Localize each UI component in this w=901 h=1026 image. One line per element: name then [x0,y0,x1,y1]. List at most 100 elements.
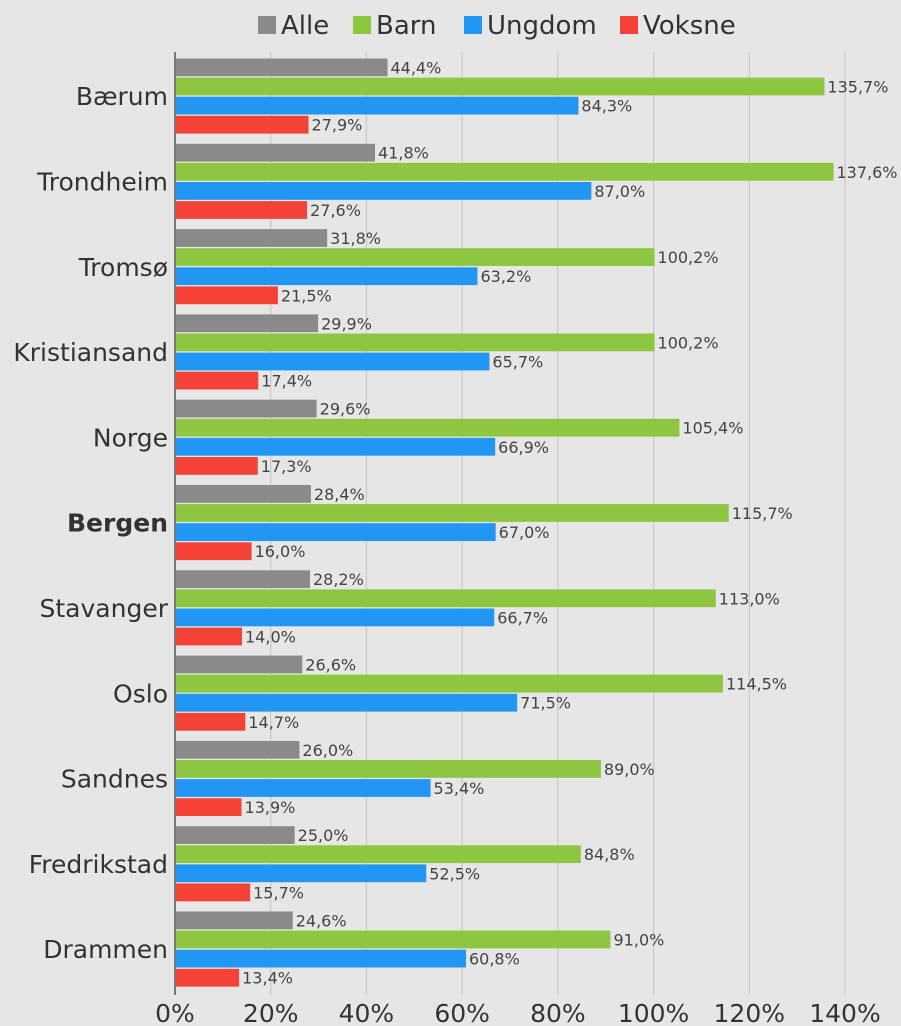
bar-alle-5 [176,485,311,503]
bar-ungdom-5 [176,523,496,541]
bar-voksne-2 [176,286,278,305]
bar-alle-7 [176,655,303,674]
value-label-barn-10: 91,0% [614,931,665,950]
bar-voksne-3 [176,371,259,390]
value-label-ungdom-8: 53,4% [434,779,485,798]
value-label-alle-7: 26,6% [305,656,356,675]
value-label-ungdom-5: 67,0% [499,523,550,542]
x-tick-label-20: 20% [243,999,299,1026]
x-tick-label-140: 140% [809,999,880,1026]
bar-alle-1 [176,143,376,162]
value-label-barn-6: 113,0% [719,589,780,608]
bar-barn-6 [176,589,716,608]
bar-barn-0 [176,77,825,96]
bar-ungdom-2 [176,267,478,286]
bar-ungdom-4 [176,437,496,456]
bar-alle-0 [176,58,388,77]
legend-label-ungdom: Ungdom [487,11,597,41]
value-label-ungdom-6: 66,7% [497,608,548,627]
bar-ungdom-0 [176,96,579,115]
bar-barn-9 [176,845,581,864]
bar-alle-2 [176,229,328,247]
value-label-alle-4: 29,6% [320,400,371,419]
bar-barn-2 [176,248,655,266]
legend: Alle Barn Ungdom Voksne [258,11,736,41]
value-label-alle-10: 24,6% [296,911,347,930]
value-label-voksne-10: 13,4% [242,969,293,988]
bar-ungdom-7 [176,693,518,712]
legend-swatch-voksne [620,16,638,34]
bar-ungdom-1 [176,182,592,200]
bar-voksne-10 [176,968,240,987]
bar-barn-1 [176,162,834,181]
value-label-barn-5: 115,7% [732,504,793,523]
value-label-voksne-8: 13,9% [245,798,296,817]
legend-swatch-barn [353,16,371,34]
bar-ungdom-8 [176,779,431,797]
value-label-voksne-1: 27,6% [310,201,361,220]
value-label-ungdom-7: 71,5% [520,694,571,713]
value-label-alle-9: 25,0% [298,826,349,845]
bar-alle-10 [176,911,293,930]
bar-barn-7 [176,674,723,693]
legend-label-barn: Barn [376,11,436,41]
bar-barn-8 [176,760,601,778]
x-tick-label-80: 80% [530,999,586,1026]
value-label-barn-7: 114,5% [726,675,787,694]
bar-alle-4 [176,399,317,418]
bar-voksne-8 [176,798,242,816]
value-label-barn-1: 137,6% [837,163,898,182]
bar-ungdom-6 [176,608,495,627]
value-label-barn-9: 84,8% [584,845,635,864]
x-tick-label-40: 40% [339,999,395,1026]
value-label-barn-2: 100,2% [658,248,719,267]
legend-swatch-ungdom [464,16,482,34]
value-label-voksne-4: 17,3% [261,457,312,476]
category-label-3: Kristiansand [13,338,168,367]
bar-voksne-9 [176,883,251,902]
category-labels: Bærum Trondheim Tromsø Kristiansand Norge Ber… [13,82,168,964]
value-label-barn-0: 135,7% [827,78,888,97]
bar-voksne-6 [176,627,242,646]
value-label-voksne-9: 15,7% [253,883,304,902]
legend-label-alle: Alle [281,11,329,41]
value-label-alle-5: 28,4% [314,485,365,504]
legend-label-voksne: Voksne [643,11,736,41]
value-label-voksne-5: 16,0% [255,542,306,561]
value-label-alle-3: 29,9% [321,314,372,333]
bar-alle-3 [176,314,319,333]
bar-voksne-5 [176,542,252,561]
category-label-10: Drammen [43,935,168,964]
value-label-alle-1: 41,8% [378,144,429,163]
category-label-4: Norge [93,423,168,452]
bar-voksne-4 [176,457,258,475]
category-label-5: Bergen [67,509,168,538]
bar-alle-9 [176,826,295,844]
x-tick-label-120: 120% [714,999,785,1026]
category-label-8: Sandnes [61,765,168,794]
legend-swatch-alle [258,16,276,34]
value-label-barn-3: 100,2% [658,333,719,352]
bar-barn-4 [176,418,680,437]
category-label-1: Trondheim [36,168,168,197]
category-label-9: Fredrikstad [29,850,168,879]
category-label-0: Bærum [76,82,168,111]
x-axis-ticks: 0% 20% 40% 60% 80% 100% 120% 140% [155,999,881,1026]
value-label-voksne-6: 14,0% [245,628,296,647]
x-tick-label-100: 100% [618,999,689,1026]
bar-ungdom-9 [176,864,427,883]
x-tick-label-0: 0% [155,999,195,1026]
bar-barn-5 [176,504,729,522]
category-label-7: Oslo [113,679,168,708]
value-label-ungdom-9: 52,5% [429,864,480,883]
value-label-ungdom-0: 84,3% [581,97,632,116]
bar-voksne-0 [176,115,309,134]
bar-ungdom-3 [176,352,490,371]
bar-barn-10 [176,930,611,949]
value-label-alle-6: 28,2% [313,570,364,589]
value-label-alle-0: 44,4% [390,58,441,77]
value-label-ungdom-1: 87,0% [594,182,645,201]
bars: 44,4% 135,7% 84,3% 27,9% 41,8% 137,6% 87,0% 27,… [176,58,898,988]
bar-alle-6 [176,570,310,589]
